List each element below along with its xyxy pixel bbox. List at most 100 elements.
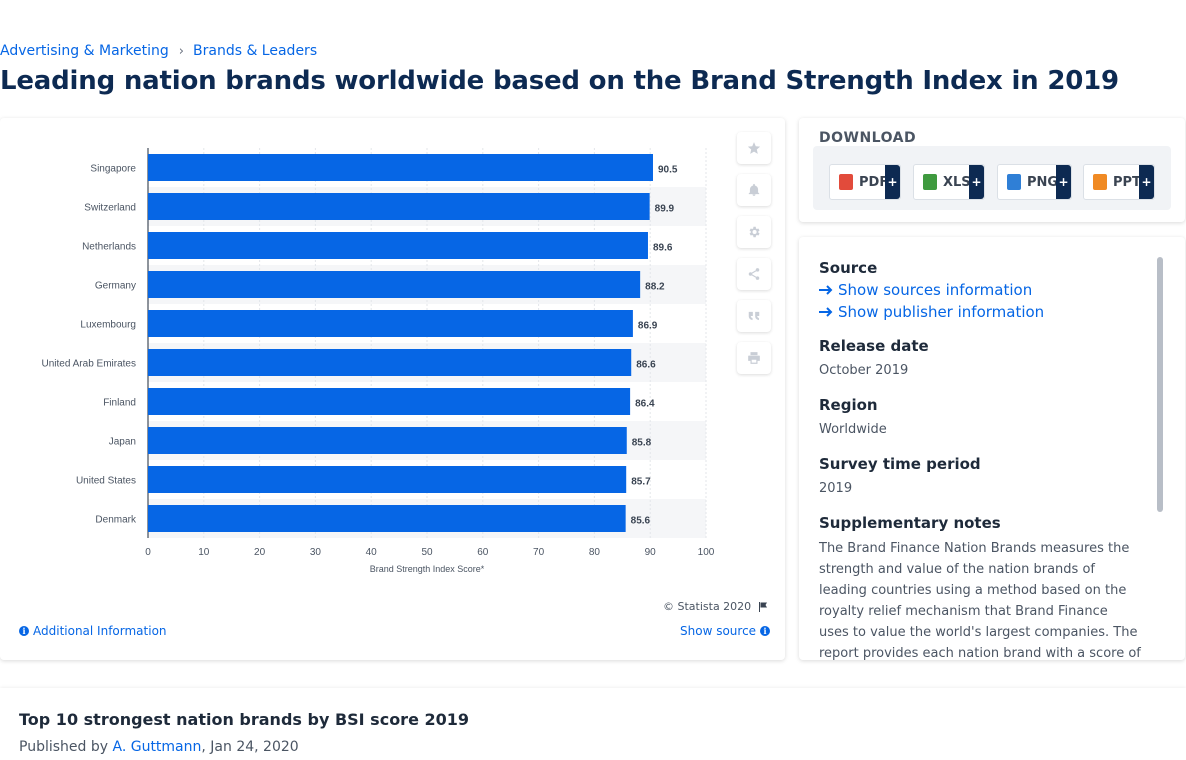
download-png-button[interactable]: PNG + bbox=[997, 164, 1072, 200]
arrow-right-icon bbox=[819, 307, 833, 317]
bar bbox=[148, 232, 648, 259]
supplementary-notes-label: Supplementary notes bbox=[819, 514, 1001, 532]
data-label: 89.6 bbox=[653, 243, 673, 254]
gear-icon bbox=[749, 226, 760, 238]
download-card: DOWNLOAD PDF + XLS + PNG + PPT + bbox=[799, 118, 1185, 222]
data-label: 86.4 bbox=[635, 399, 655, 410]
bar bbox=[148, 154, 653, 181]
category-label: United States bbox=[76, 476, 136, 487]
author-link[interactable]: A. Guttmann bbox=[112, 739, 202, 755]
x-tick-label: 90 bbox=[645, 547, 657, 558]
bell-icon bbox=[748, 183, 760, 196]
x-tick-label: 70 bbox=[533, 547, 545, 558]
copyright: © Statista 2020 bbox=[663, 600, 769, 613]
x-axis-title: Brand Strength Index Score* bbox=[370, 564, 485, 574]
page-title: Leading nation brands worldwide based on… bbox=[0, 66, 1119, 96]
download-png-label: PNG bbox=[1027, 174, 1059, 190]
download-buttons: PDF + XLS + PNG + PPT + bbox=[813, 146, 1171, 210]
star-icon bbox=[747, 142, 761, 154]
breadcrumb-item-advertising[interactable]: Advertising & Marketing bbox=[0, 43, 169, 59]
show-source-link[interactable]: Show source i bbox=[680, 624, 771, 638]
show-publisher-link[interactable]: Show publisher information bbox=[819, 303, 1141, 321]
source-details: Source Show sources information Show pub… bbox=[819, 259, 1141, 660]
bar bbox=[148, 193, 650, 220]
breadcrumb-item-brands[interactable]: Brands & Leaders bbox=[193, 43, 318, 59]
bar bbox=[148, 505, 626, 532]
show-source-label: Show source bbox=[680, 624, 757, 638]
notification-button[interactable] bbox=[737, 174, 771, 206]
scrollbar-thumb[interactable] bbox=[1157, 257, 1163, 512]
pdf-plus: + bbox=[885, 165, 900, 199]
data-label: 85.6 bbox=[631, 516, 651, 527]
data-label: 86.6 bbox=[636, 360, 656, 371]
breadcrumb-separator: › bbox=[178, 43, 184, 59]
source-card: Source Show sources information Show pub… bbox=[799, 237, 1185, 660]
category-label: Switzerland bbox=[84, 203, 136, 214]
cite-button[interactable] bbox=[737, 300, 771, 332]
category-label: Japan bbox=[109, 437, 136, 448]
release-date-value: October 2019 bbox=[819, 363, 909, 378]
download-xls-button[interactable]: XLS + bbox=[913, 164, 985, 200]
data-label: 88.2 bbox=[645, 282, 665, 293]
download-title: DOWNLOAD bbox=[819, 130, 917, 146]
related-statistic: Top 10 strongest nation brands by BSI sc… bbox=[0, 688, 1186, 760]
favorite-button[interactable] bbox=[737, 132, 771, 164]
print-button[interactable] bbox=[737, 342, 771, 374]
show-sources-link[interactable]: Show sources information bbox=[819, 281, 1141, 299]
published-prefix: Published by bbox=[19, 739, 109, 755]
info-icon: i bbox=[760, 626, 771, 636]
download-ppt-button[interactable]: PPT + bbox=[1083, 164, 1155, 200]
x-tick-label: 10 bbox=[198, 547, 210, 558]
survey-period-value: 2019 bbox=[819, 481, 853, 496]
png-file-icon bbox=[1007, 174, 1021, 190]
share-button[interactable] bbox=[737, 258, 771, 290]
additional-info-link[interactable]: i Additional Information bbox=[19, 624, 167, 638]
related-published-by: Published by A. Guttmann, Jan 24, 2020 bbox=[19, 739, 299, 755]
scrollbar[interactable] bbox=[1156, 257, 1164, 641]
category-label: Finland bbox=[103, 398, 136, 409]
published-date: , Jan 24, 2020 bbox=[201, 739, 299, 755]
print-icon bbox=[748, 352, 760, 364]
quote-icon bbox=[748, 311, 760, 321]
ppt-plus: + bbox=[1139, 165, 1154, 199]
download-pdf-label: PDF bbox=[859, 174, 889, 190]
bar-chart: 0 10 20 30 40 50 60 70 80 90 100 Singapore 90.5 Switz… bbox=[42, 148, 715, 574]
data-label: 86.9 bbox=[638, 321, 658, 332]
source-label: Source bbox=[819, 259, 878, 277]
breadcrumb: Advertising & Marketing › Brands & Leade… bbox=[0, 43, 317, 59]
x-tick-label: 60 bbox=[477, 547, 489, 558]
x-tick-label: 50 bbox=[421, 547, 433, 558]
xls-plus: + bbox=[969, 165, 984, 199]
flag-icon[interactable] bbox=[757, 601, 769, 613]
settings-button[interactable] bbox=[737, 216, 771, 248]
x-tick-label: 100 bbox=[698, 547, 715, 558]
additional-info-label: Additional Information bbox=[33, 624, 167, 638]
x-tick-label: 40 bbox=[366, 547, 378, 558]
xls-file-icon bbox=[923, 174, 937, 190]
supplementary-notes-value: The Brand Finance Nation Brands measures… bbox=[819, 541, 1141, 660]
region-value: Worldwide bbox=[819, 422, 887, 437]
region-label: Region bbox=[819, 396, 878, 414]
x-tick-label: 0 bbox=[145, 547, 151, 558]
chart-card: 0 10 20 30 40 50 60 70 80 90 100 Singapore 90.5 Switz… bbox=[0, 118, 785, 660]
release-date-label: Release date bbox=[819, 337, 929, 355]
category-label: Luxembourg bbox=[80, 320, 136, 331]
category-label: Denmark bbox=[95, 515, 137, 526]
share-icon bbox=[748, 268, 760, 280]
x-tick-label: 20 bbox=[254, 547, 266, 558]
bar bbox=[148, 427, 627, 454]
bar bbox=[148, 466, 627, 493]
bar bbox=[148, 271, 641, 298]
show-publisher-label: Show publisher information bbox=[838, 303, 1045, 321]
category-label: Singapore bbox=[90, 164, 136, 175]
png-plus: + bbox=[1056, 165, 1071, 199]
related-title[interactable]: Top 10 strongest nation brands by BSI sc… bbox=[19, 710, 470, 729]
download-pdf-button[interactable]: PDF + bbox=[829, 164, 901, 200]
data-label: 85.8 bbox=[632, 438, 652, 449]
ppt-file-icon bbox=[1093, 174, 1107, 190]
show-sources-label: Show sources information bbox=[838, 281, 1033, 299]
download-xls-label: XLS bbox=[943, 174, 971, 190]
data-label: 89.9 bbox=[655, 204, 675, 215]
download-ppt-label: PPT bbox=[1113, 174, 1141, 190]
pdf-file-icon bbox=[839, 174, 853, 190]
